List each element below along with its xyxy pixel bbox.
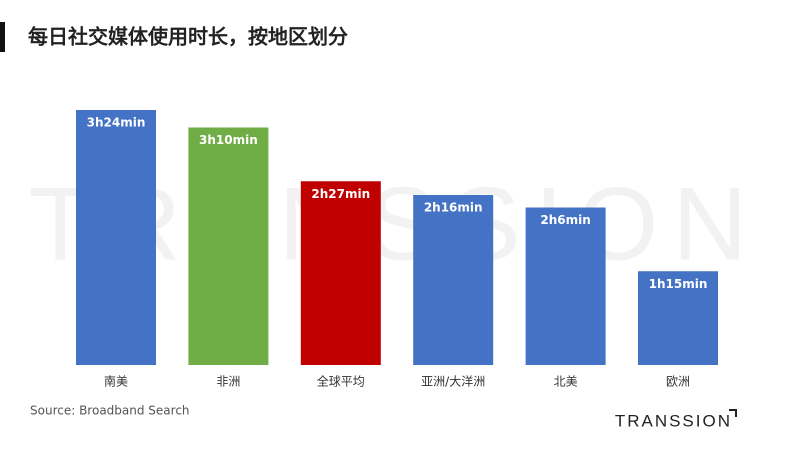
bar	[638, 271, 718, 365]
bar	[413, 195, 494, 365]
value-label: 1h15min	[649, 277, 708, 291]
x-tick-label: 亚洲/大洋洲	[421, 374, 485, 389]
bar	[300, 181, 381, 365]
x-tick-label: 欧洲	[666, 375, 690, 389]
chart-title: 每日社交媒体使用时长，按地区划分	[28, 25, 348, 49]
title-accent	[0, 22, 5, 52]
value-label: 2h27min	[311, 187, 370, 201]
logo: TRANSSION	[615, 411, 732, 430]
source: Source: Broadband Search	[30, 404, 190, 418]
value-label: 2h6min	[540, 213, 590, 227]
bar	[76, 110, 156, 365]
x-tick-label: 北美	[554, 375, 578, 389]
value-label: 3h10min	[199, 133, 258, 147]
bar	[525, 207, 606, 365]
value-label: 2h16min	[424, 201, 483, 215]
value-label: 3h24min	[87, 116, 146, 130]
bar	[188, 127, 269, 365]
x-tick-label: 南美	[104, 374, 128, 389]
logo-mark	[729, 409, 737, 417]
x-tick-label: 非洲	[216, 375, 240, 389]
x-tick-label: 全球平均	[317, 374, 365, 389]
